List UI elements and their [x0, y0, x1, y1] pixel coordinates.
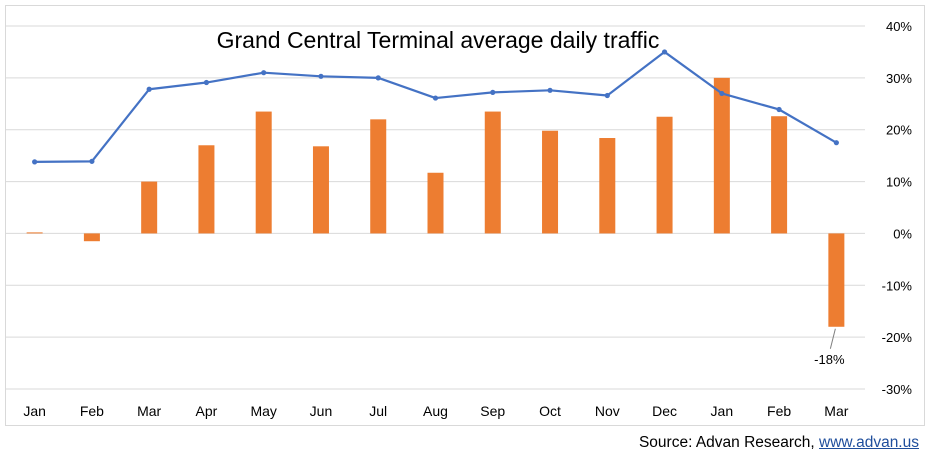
- line-point: [490, 89, 496, 95]
- bar: [312, 146, 329, 234]
- line-point: [719, 90, 725, 97]
- line-point: [261, 70, 267, 76]
- x-tick-label: Jan: [23, 403, 46, 419]
- source-text: Source: Advan Research,: [638, 434, 820, 451]
- bar: [713, 77, 730, 234]
- line-point: [547, 87, 553, 93]
- bar: [828, 233, 845, 327]
- x-tick-label: May: [250, 403, 276, 419]
- x-tick-label: Jan: [711, 403, 734, 419]
- line-point: [604, 92, 610, 99]
- x-tick-label: Sep: [480, 403, 505, 419]
- chart-frame: [5, 5, 925, 426]
- x-tick-label: Feb: [767, 403, 791, 419]
- source-caption: Source: Advan Research, www.advan.us: [639, 434, 919, 452]
- y-tick-label: 40%: [886, 19, 912, 34]
- bar: [370, 119, 387, 234]
- line-point: [203, 79, 210, 86]
- x-tick-label: Apr: [196, 403, 218, 419]
- y-tick-label: 10%: [886, 175, 912, 190]
- y-tick-label: 20%: [886, 123, 912, 138]
- line-point: [318, 73, 324, 79]
- traffic-chart: -30% -20% -10% 0% 10% 20% 30% 40% Jan Feb Mar Apr Ma…: [6, 19, 913, 419]
- bar: [542, 130, 559, 234]
- data-label-leader: [829, 328, 836, 349]
- y-tick-label: -30%: [882, 382, 913, 397]
- x-tick-label: Feb: [80, 403, 104, 419]
- bar: [141, 181, 158, 234]
- line-point: [776, 106, 782, 113]
- chart-title: Grand Central Terminal average daily tra…: [217, 27, 660, 53]
- y-tick-label: 0%: [893, 226, 912, 241]
- x-tick-label: Oct: [539, 403, 561, 419]
- y-tick-label: -10%: [882, 278, 913, 293]
- line-point: [89, 158, 95, 164]
- x-tick-label: Nov: [595, 403, 620, 419]
- x-tick-label: Mar: [824, 403, 848, 419]
- bar: [26, 232, 43, 234]
- data-label: -18%: [814, 352, 845, 367]
- bar: [427, 172, 444, 234]
- line-point: [32, 159, 38, 165]
- bar: [83, 233, 100, 242]
- source-link[interactable]: www.advan.us: [819, 434, 919, 451]
- line-point: [375, 75, 381, 81]
- x-tick-label: Jun: [310, 403, 333, 419]
- line-point: [833, 140, 839, 146]
- x-tick-label: Mar: [137, 403, 161, 419]
- bar: [484, 111, 501, 234]
- bar: [599, 138, 616, 234]
- bar: [255, 111, 272, 234]
- bar: [771, 116, 788, 234]
- y-tick-label: 30%: [886, 71, 912, 86]
- line-point: [432, 95, 439, 101]
- bar: [198, 145, 215, 234]
- line-point: [146, 86, 152, 92]
- line-point: [661, 49, 668, 55]
- x-tick-label: Jul: [369, 403, 387, 419]
- x-tick-label: Aug: [423, 403, 448, 419]
- x-tick-label: Dec: [652, 403, 677, 419]
- bar: [656, 116, 673, 234]
- y-tick-label: -20%: [882, 330, 913, 345]
